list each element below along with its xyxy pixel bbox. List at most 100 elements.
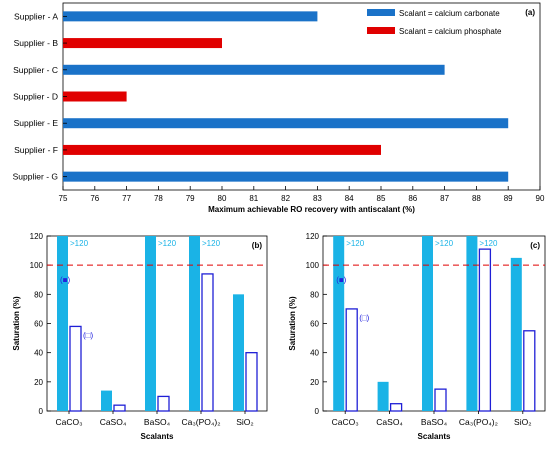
y-tick-label: 20 — [310, 378, 319, 387]
category-label: CaSO₄ — [100, 417, 127, 427]
panel-label-c: (c) — [530, 241, 540, 250]
y-tick-label: 120 — [306, 232, 320, 241]
x-axis-label: Scalants — [418, 432, 451, 441]
x-tick-label: 88 — [472, 194, 481, 203]
x-tick-label: 83 — [313, 194, 322, 203]
x-tick-label: 76 — [90, 194, 99, 203]
y-axis-label: Saturation (%) — [12, 296, 21, 351]
x-tick-label: 81 — [249, 194, 258, 203]
over-range-label: >120 — [435, 239, 454, 248]
bar-filled — [377, 381, 389, 411]
category-label: Supplier - F — [14, 145, 58, 155]
bar-filled — [333, 236, 345, 411]
x-tick-label: 79 — [186, 194, 195, 203]
bar-supplier-b — [63, 38, 222, 49]
bar-supplier-f — [63, 144, 381, 155]
x-tick-label: 87 — [440, 194, 449, 203]
legend-label: Scalant = calcium phosphate — [399, 27, 502, 36]
over-range-label: >120 — [346, 239, 365, 248]
bar-hollow — [113, 404, 126, 412]
bar-hollow — [69, 325, 82, 412]
marker-label-filled: (■) — [60, 276, 70, 285]
panel-label-a: (a) — [525, 8, 535, 17]
bar-hollow — [389, 403, 403, 412]
y-tick-label: 100 — [30, 261, 44, 270]
panel-a: Supplier - A Supplier - B Supplier - C Supp… — [13, 2, 545, 214]
category-label: Supplier - A — [14, 11, 58, 21]
bar-hollow — [245, 352, 258, 412]
bar-hollow — [478, 248, 492, 412]
over-range-label: >120 — [479, 239, 498, 248]
category-label: Supplier - B — [14, 38, 59, 48]
bar-supplier-g — [63, 171, 509, 182]
x-tick-label: 82 — [281, 194, 290, 203]
x-tick-label: 78 — [154, 194, 163, 203]
marker-label-hollow: (□) — [359, 314, 369, 323]
y-tick-label: 60 — [34, 320, 43, 329]
bar-filled — [466, 236, 478, 411]
over-range-label: >120 — [158, 239, 177, 248]
x-tick-label: 80 — [218, 194, 227, 203]
category-label: BaSO₄ — [421, 417, 448, 427]
bar-supplier-a — [63, 11, 318, 22]
x-axis-label: Scalants — [141, 432, 174, 441]
category-label: Supplier - G — [13, 172, 58, 182]
x-tick-label: 90 — [536, 194, 545, 203]
category-label: Ca₃(PO₄)₂ — [181, 417, 220, 427]
y-tick-label: 100 — [306, 261, 320, 270]
bar-hollow — [434, 388, 447, 412]
x-tick-label: 89 — [504, 194, 513, 203]
y-tick-label: 40 — [34, 349, 43, 358]
category-label: Supplier - C — [13, 65, 58, 75]
plot-frame-a — [62, 2, 541, 191]
x-axis-label: Maximum achievable RO recovery with anti… — [208, 205, 415, 214]
bar-supplier-d — [63, 91, 127, 102]
bar-filled — [510, 257, 522, 411]
bar-supplier-e — [63, 118, 509, 129]
bar-filled — [189, 236, 200, 411]
y-axis-label: Saturation (%) — [288, 296, 297, 351]
category-label: Supplier - E — [14, 118, 59, 128]
y-tick-label: 80 — [34, 290, 43, 299]
marker-label-hollow: (□) — [83, 331, 93, 340]
category-label: Ca₃(PO₄)₂ — [459, 417, 498, 427]
category-label: CaSO₄ — [376, 417, 403, 427]
bar-filled — [57, 236, 68, 411]
category-label: CaCO₃ — [332, 417, 359, 427]
panel-c: 0 20 40 60 80 100 120 >120 CaCO₃ CaSO₄ >120 BaSO₄ >1… — [288, 232, 546, 441]
y-tick-label: 80 — [310, 290, 319, 299]
y-tick-label: 120 — [30, 232, 44, 241]
y-tick-label: 0 — [39, 407, 44, 416]
category-label: Supplier - D — [13, 92, 58, 102]
category-label: SiO₂ — [236, 417, 253, 427]
bar-hollow — [157, 395, 170, 412]
legend-swatch — [367, 9, 395, 16]
y-tick-label: 20 — [34, 378, 43, 387]
bar-hollow — [523, 330, 536, 412]
category-label: SiO₂ — [514, 417, 531, 427]
y-tick-label: 60 — [310, 320, 319, 329]
bar-supplier-c — [63, 64, 445, 75]
bar-filled — [145, 236, 156, 411]
marker-label-filled: (■) — [336, 276, 346, 285]
bar-filled — [101, 390, 112, 411]
panel-b: 0 20 40 60 80 100 120 >120 CaCO₃ CaSO₄ >120 BaSO₄ >1… — [12, 232, 268, 441]
panel-label-b: (b) — [252, 241, 263, 250]
y-tick-label: 0 — [315, 407, 320, 416]
bar-hollow — [345, 308, 358, 412]
category-label: BaSO₄ — [144, 417, 171, 427]
y-tick-label: 40 — [310, 349, 319, 358]
over-range-label: >120 — [202, 239, 221, 248]
category-label: CaCO₃ — [55, 417, 82, 427]
x-tick-label: 75 — [59, 194, 68, 203]
over-range-label: >120 — [70, 239, 89, 248]
bar-filled — [422, 236, 433, 411]
x-tick-label: 84 — [345, 194, 354, 203]
bar-hollow — [201, 273, 214, 412]
x-tick-label: 86 — [408, 194, 417, 203]
x-tick-label: 77 — [122, 194, 131, 203]
legend-label: Scalant = calcium carbonate — [399, 9, 500, 18]
legend-swatch — [367, 27, 395, 34]
bar-filled — [233, 294, 244, 411]
